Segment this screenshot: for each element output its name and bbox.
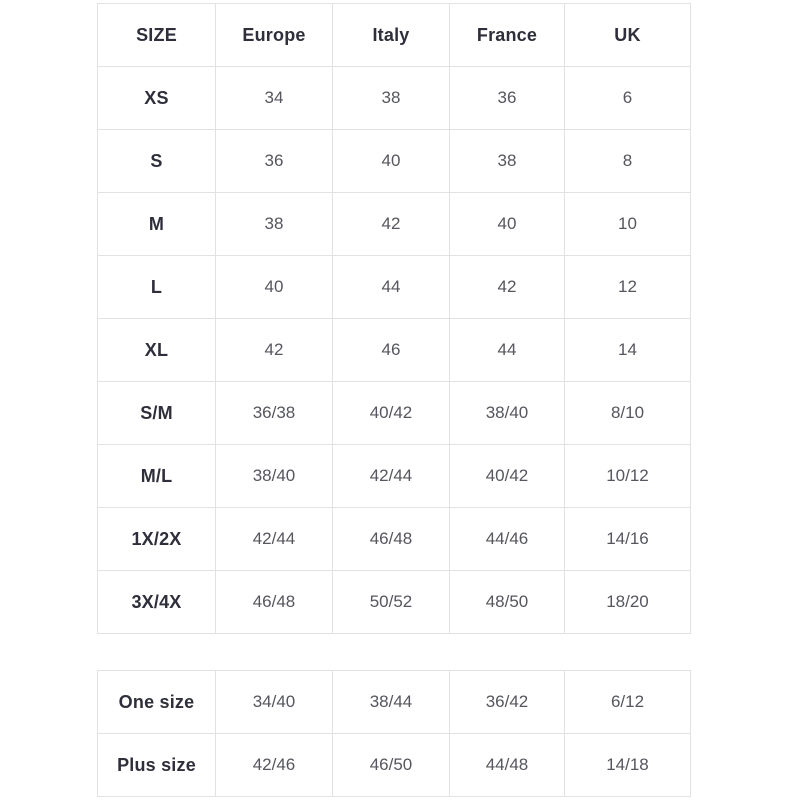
size-label-cell: M/L (97, 444, 216, 508)
size-label-cell: XL (97, 318, 216, 382)
value-cell: 50/52 (332, 570, 450, 634)
table-row: 1X/2X 42/44 46/48 44/46 14/16 (97, 507, 691, 571)
value-cell: 38 (449, 129, 565, 193)
value-cell: 42 (449, 255, 565, 319)
header-cell-size: SIZE (97, 3, 216, 67)
size-label-cell: S/M (97, 381, 216, 445)
value-cell: 46/48 (332, 507, 450, 571)
value-cell: 36 (215, 129, 333, 193)
value-cell: 10 (564, 192, 691, 256)
size-label-cell: One size (97, 670, 216, 734)
value-cell: 38/44 (332, 670, 450, 734)
value-cell: 42/46 (215, 733, 333, 797)
value-cell: 44 (449, 318, 565, 382)
value-cell: 36/38 (215, 381, 333, 445)
value-cell: 40 (215, 255, 333, 319)
table-row: M/L 38/40 42/44 40/42 10/12 (97, 444, 691, 508)
size-conversion-table: SIZE Europe Italy France UK XS 34 38 36 6 S 36… (97, 3, 691, 634)
size-label-cell: M (97, 192, 216, 256)
table-row: M 38 42 40 10 (97, 192, 691, 256)
value-cell: 42 (215, 318, 333, 382)
size-label-cell: 3X/4X (97, 570, 216, 634)
size-label-cell: XS (97, 66, 216, 130)
value-cell: 8/10 (564, 381, 691, 445)
table-row: L 40 44 42 12 (97, 255, 691, 319)
table-row: S/M 36/38 40/42 38/40 8/10 (97, 381, 691, 445)
value-cell: 40 (332, 129, 450, 193)
value-cell: 44/48 (449, 733, 565, 797)
value-cell: 14/18 (564, 733, 691, 797)
value-cell: 14/16 (564, 507, 691, 571)
value-cell: 42/44 (215, 507, 333, 571)
value-cell: 34/40 (215, 670, 333, 734)
size-label-cell: Plus size (97, 733, 216, 797)
header-cell-europe: Europe (215, 3, 333, 67)
value-cell: 46/50 (332, 733, 450, 797)
value-cell: 48/50 (449, 570, 565, 634)
table-row: 3X/4X 46/48 50/52 48/50 18/20 (97, 570, 691, 634)
value-cell: 8 (564, 129, 691, 193)
value-cell: 44 (332, 255, 450, 319)
value-cell: 46/48 (215, 570, 333, 634)
table-row: One size 34/40 38/44 36/42 6/12 (97, 670, 691, 734)
value-cell: 46 (332, 318, 450, 382)
value-cell: 34 (215, 66, 333, 130)
value-cell: 12 (564, 255, 691, 319)
size-label-cell: S (97, 129, 216, 193)
size-label-cell: L (97, 255, 216, 319)
value-cell: 10/12 (564, 444, 691, 508)
value-cell: 38 (332, 66, 450, 130)
value-cell: 38 (215, 192, 333, 256)
tables-gap (97, 634, 800, 670)
table-row: XS 34 38 36 6 (97, 66, 691, 130)
value-cell: 6/12 (564, 670, 691, 734)
table-row: Plus size 42/46 46/50 44/48 14/18 (97, 733, 691, 797)
value-cell: 40/42 (449, 444, 565, 508)
value-cell: 42/44 (332, 444, 450, 508)
header-cell-france: France (449, 3, 565, 67)
value-cell: 40/42 (332, 381, 450, 445)
value-cell: 14 (564, 318, 691, 382)
header-cell-uk: UK (564, 3, 691, 67)
value-cell: 42 (332, 192, 450, 256)
table-row: S 36 40 38 8 (97, 129, 691, 193)
value-cell: 18/20 (564, 570, 691, 634)
value-cell: 6 (564, 66, 691, 130)
value-cell: 44/46 (449, 507, 565, 571)
special-sizes-table: One size 34/40 38/44 36/42 6/12 Plus size 42/4… (97, 670, 691, 797)
value-cell: 36/42 (449, 670, 565, 734)
table-row: XL 42 46 44 14 (97, 318, 691, 382)
size-label-cell: 1X/2X (97, 507, 216, 571)
value-cell: 36 (449, 66, 565, 130)
header-cell-italy: Italy (332, 3, 450, 67)
header-row: SIZE Europe Italy France UK (97, 3, 691, 67)
value-cell: 38/40 (215, 444, 333, 508)
value-cell: 38/40 (449, 381, 565, 445)
value-cell: 40 (449, 192, 565, 256)
